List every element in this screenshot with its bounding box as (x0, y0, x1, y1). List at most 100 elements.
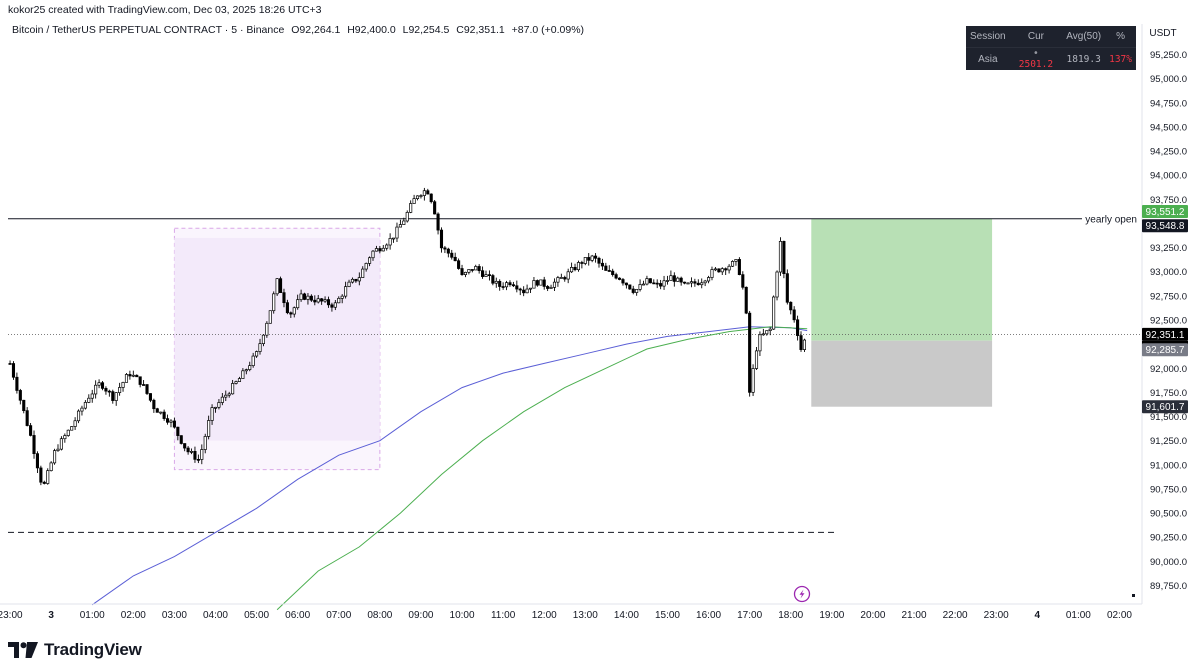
candle-body (354, 278, 358, 282)
candle (457, 258, 461, 270)
x-tick-label: 4 (1034, 610, 1040, 621)
x-tick-label: 16:00 (696, 610, 721, 621)
candle (15, 372, 19, 394)
candle (689, 277, 693, 288)
candle-body (768, 328, 772, 331)
y-tick-label: 89,750.0 (1150, 581, 1187, 592)
candle-body (580, 262, 584, 264)
candle-body (326, 299, 331, 306)
candle-body (111, 391, 115, 401)
candle-body (782, 240, 786, 274)
x-tick-label: 07:00 (326, 610, 351, 621)
candle (744, 286, 748, 315)
candle (35, 451, 39, 474)
candle (665, 275, 670, 285)
candle-body (405, 212, 409, 222)
candle (275, 278, 279, 296)
candle-body (426, 190, 430, 195)
candle-body (292, 307, 296, 315)
candle (207, 415, 211, 440)
x-tick-label: 11:00 (491, 610, 516, 621)
candle (385, 243, 389, 251)
candle-body (118, 387, 122, 393)
y-tick-label: 91,250.0 (1150, 436, 1187, 447)
candle-body (652, 282, 656, 285)
candle-body (628, 284, 632, 290)
candle-body (381, 247, 385, 252)
currency-label[interactable]: USDT (1149, 28, 1177, 39)
candle (450, 249, 454, 260)
candle-body (590, 255, 594, 261)
candle-body (775, 271, 779, 298)
candle (70, 426, 74, 431)
candle (720, 267, 724, 275)
candle-body (107, 390, 111, 393)
candle-body (436, 213, 440, 231)
symbol-name[interactable]: Bitcoin / TetherUS PERPETUAL CONTRACT · … (12, 24, 285, 36)
x-tick-label: 18:00 (778, 610, 803, 621)
candle-body (323, 299, 327, 302)
candle (659, 279, 663, 290)
candle (111, 389, 115, 404)
candle-body (624, 282, 628, 286)
cur-value: • 2501.2 (1010, 48, 1063, 70)
candle-body (761, 333, 765, 336)
candle (546, 285, 550, 292)
candle-body (453, 256, 457, 262)
entry-price-label: 92,285.7 (1146, 345, 1185, 356)
x-tick-label: 01:00 (80, 610, 105, 621)
cur-header: Cur (1009, 26, 1063, 48)
candle-body (433, 201, 437, 215)
candle (330, 302, 334, 312)
session-header: Session (966, 26, 1010, 48)
brand-text: TradingView (44, 640, 142, 659)
candle-body (501, 286, 505, 288)
candle-body (333, 302, 337, 308)
candle-body (398, 224, 402, 228)
x-tick-label: 02:00 (1107, 610, 1132, 621)
candle-body (737, 259, 741, 275)
candle (662, 275, 666, 290)
candle (299, 289, 303, 302)
candle (296, 294, 300, 310)
candle (717, 268, 721, 273)
candle (337, 296, 341, 304)
candle (782, 240, 786, 279)
candle (549, 284, 553, 289)
candle (785, 269, 789, 305)
candle (573, 263, 577, 272)
candle (484, 270, 488, 278)
candle (439, 227, 444, 253)
candle (436, 212, 440, 235)
candle (710, 266, 714, 281)
candle (463, 271, 468, 278)
candle-body (621, 279, 625, 284)
candle (200, 444, 204, 465)
candle-body (135, 374, 139, 378)
candle (563, 275, 567, 282)
candle-body (481, 270, 485, 277)
y-tick-label: 95,000.0 (1150, 74, 1187, 85)
candle (754, 346, 759, 370)
candle-body (299, 293, 303, 301)
candle-body (73, 420, 77, 427)
candle (22, 399, 26, 414)
candle-body (97, 382, 101, 386)
candle-body (402, 220, 406, 225)
candle (186, 446, 190, 455)
candle (179, 435, 183, 445)
lightning-icon-bolt (799, 589, 805, 599)
candle-body (631, 288, 635, 293)
candle-body (340, 295, 344, 299)
candle-body (645, 278, 649, 285)
symbol-legend[interactable]: Bitcoin / TetherUS PERPETUAL CONTRACT · … (12, 24, 588, 36)
candle (491, 273, 495, 286)
candle-body (8, 363, 12, 365)
candle-body (272, 293, 276, 312)
candle-body (131, 374, 135, 377)
candle (135, 374, 139, 378)
candle (203, 433, 207, 454)
candle (802, 338, 806, 352)
candle (169, 419, 173, 428)
